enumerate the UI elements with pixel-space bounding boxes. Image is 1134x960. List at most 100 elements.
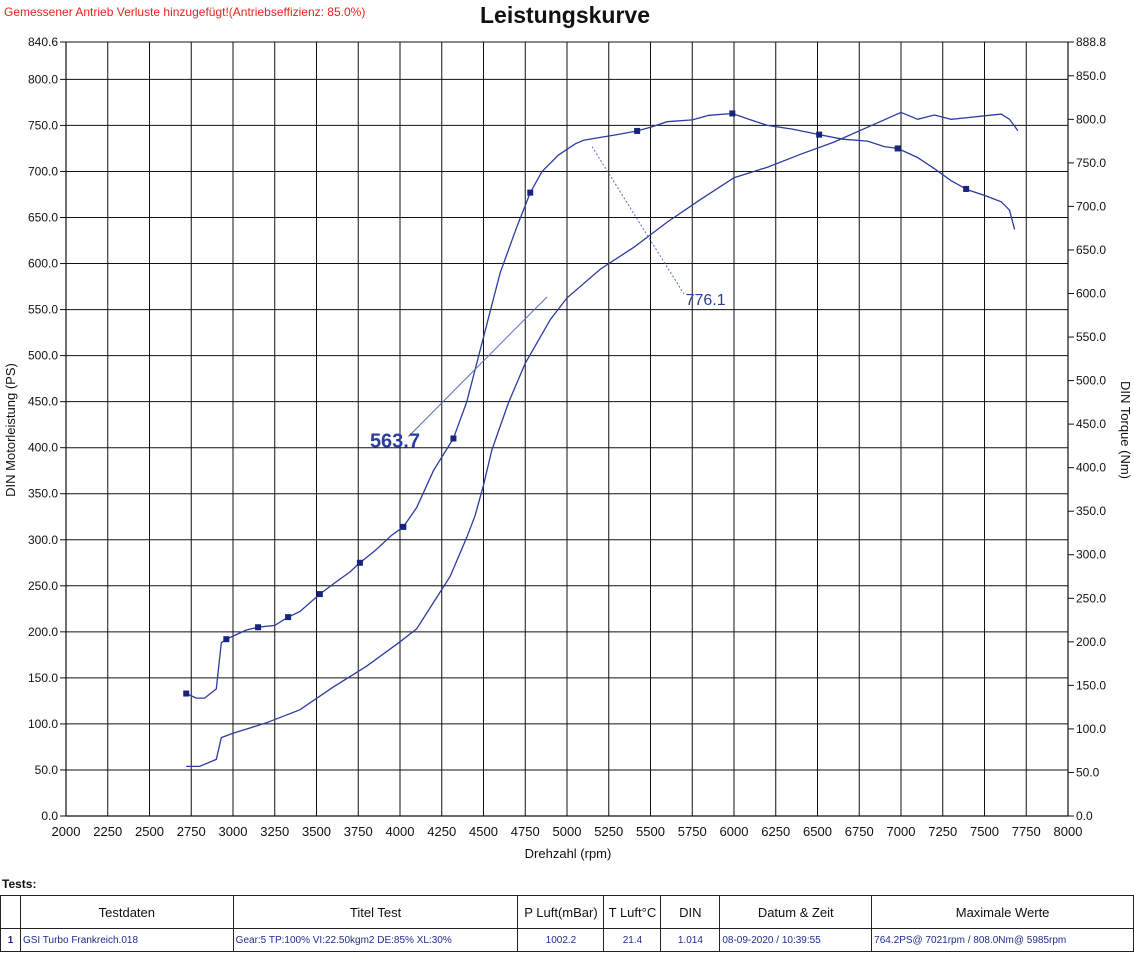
x-tick-label: 5750	[678, 824, 707, 839]
y2-tick-label: 0.0	[1076, 809, 1093, 823]
x-tick-label: 5000	[553, 824, 582, 839]
y2-tick-label: 600.0	[1076, 286, 1106, 300]
y-tick-label: 400.0	[28, 441, 58, 455]
x-tick-label: 2750	[177, 824, 206, 839]
x-tick-label: 3000	[219, 824, 248, 839]
y2-tick-label: 750.0	[1076, 156, 1106, 170]
x-tick-label: 6000	[720, 824, 749, 839]
power-marker	[183, 690, 190, 697]
y2-tick-label: 300.0	[1076, 548, 1106, 562]
power-marker	[729, 110, 736, 117]
cell-titel: Gear:5 TP:100% VI:22.50kgm2 DE:85% XL:30…	[232, 928, 519, 952]
annotation-label: 563.7	[370, 431, 420, 453]
y2-tick-label: 500.0	[1076, 374, 1106, 388]
col-testdaten-header: Testdaten	[19, 895, 234, 929]
y2-tick-label: 888.8	[1076, 35, 1106, 49]
x-tick-label: 6500	[803, 824, 832, 839]
y2-tick-label: 50.0	[1076, 765, 1100, 779]
y2-tick-label: 850.0	[1076, 69, 1106, 83]
y-tick-label: 0.0	[41, 809, 58, 823]
power-marker	[400, 523, 407, 530]
y-tick-label: 840.6	[28, 35, 58, 49]
x-tick-label: 3250	[260, 824, 289, 839]
x-tick-label: 7250	[928, 824, 957, 839]
tick-labels: 2000 2250 2500 2750 3000 3250 3500 3750 4000 4250…	[28, 35, 1106, 839]
axes	[60, 41, 1074, 817]
col-maxwerte-header: Maximale Werte	[871, 895, 1134, 929]
power-marker	[285, 614, 292, 621]
y2-tick-label: 650.0	[1076, 243, 1106, 257]
y-tick-label: 200.0	[28, 625, 58, 639]
y-tick-label: 750.0	[28, 118, 58, 132]
power-line	[185, 112, 1016, 699]
tests-header-row: Testdaten Titel Test P Luft(mBar) T Luft…	[0, 895, 1134, 929]
x-tick-label: 6250	[761, 824, 790, 839]
cell-tluft: 21.4	[603, 928, 662, 952]
y-tick-label: 800.0	[28, 72, 58, 86]
y2-tick-label: 800.0	[1076, 112, 1106, 126]
power-marker	[527, 189, 534, 196]
y2-tick-label: 250.0	[1076, 591, 1106, 605]
x-tick-label: 7500	[970, 824, 999, 839]
power-marker	[450, 435, 457, 442]
y-tick-label: 150.0	[28, 671, 58, 685]
y-tick-label: 300.0	[28, 533, 58, 547]
power-marker	[634, 127, 641, 134]
annotation-leader-power	[407, 296, 548, 437]
y-tick-label: 600.0	[28, 257, 58, 271]
x-tick-label: 5250	[594, 824, 623, 839]
y-tick-label: 700.0	[28, 164, 58, 178]
x-tick-label: 8000	[1054, 824, 1083, 839]
series	[183, 110, 1019, 768]
power-marker	[816, 131, 823, 138]
y-tick-label: 100.0	[28, 717, 58, 731]
x-tick-label: 5500	[636, 824, 665, 839]
y2-axis-label: DIN Torque (Nm)	[1118, 381, 1133, 479]
y2-tick-label: 100.0	[1076, 722, 1106, 736]
cell-din: 1.014	[660, 928, 721, 952]
col-index-header	[0, 895, 21, 929]
tests-label: Tests:	[2, 877, 37, 891]
y-tick-label: 550.0	[28, 303, 58, 317]
x-tick-label: 3500	[302, 824, 331, 839]
tests-table: Testdaten Titel Test P Luft(mBar) T Luft…	[0, 895, 1134, 952]
row-index: 1	[0, 928, 21, 952]
power-marker	[255, 624, 262, 631]
y-tick-label: 500.0	[28, 349, 58, 363]
cell-pluft: 1002.2	[517, 928, 605, 952]
y2-tick-label: 550.0	[1076, 330, 1106, 344]
y2-tick-label: 350.0	[1076, 504, 1106, 518]
chart-title: Leistungskurve	[480, 2, 650, 28]
y-tick-label: 50.0	[35, 763, 59, 777]
x-tick-label: 4500	[469, 824, 498, 839]
y2-tick-label: 150.0	[1076, 678, 1106, 692]
table-row[interactable]: 1 GSI Turbo Frankreich.018 Gear:5 TP:100…	[0, 928, 1134, 952]
torque-line	[186, 111, 1019, 768]
y2-tick-label: 400.0	[1076, 461, 1106, 475]
annotation-leader-torque	[591, 146, 685, 295]
x-tick-label: 4250	[427, 824, 456, 839]
x-tick-label: 4000	[386, 824, 415, 839]
y-tick-label: 650.0	[28, 210, 58, 224]
y-tick-label: 250.0	[28, 579, 58, 593]
annotation-label: 776.1	[686, 292, 726, 309]
power-marker	[963, 185, 970, 192]
y2-tick-label: 200.0	[1076, 635, 1106, 649]
drive-loss-note: Gemessener Antrieb Verluste hinzugefügt!…	[4, 5, 366, 19]
power-marker	[356, 559, 363, 566]
x-tick-label: 6750	[845, 824, 874, 839]
y2-tick-label: 700.0	[1076, 199, 1106, 213]
power-marker	[894, 145, 901, 152]
col-pluft-header: P Luft(mBar)	[517, 895, 605, 929]
x-tick-label: 2250	[93, 824, 122, 839]
cell-maxwerte: 764.2PS@ 7021rpm / 808.0Nm@ 5985rpm	[871, 928, 1134, 952]
power-marker	[223, 636, 230, 643]
x-tick-label: 4750	[511, 824, 540, 839]
col-titel-header: Titel Test	[232, 895, 519, 929]
cell-datum: 08-09-2020 / 10:39:55	[719, 928, 873, 952]
col-din-header: DIN	[660, 895, 721, 929]
x-tick-label: 7750	[1012, 824, 1041, 839]
x-tick-label: 2000	[52, 824, 81, 839]
y2-tick-label: 450.0	[1076, 417, 1106, 431]
annotations: 563.7 776.1	[370, 146, 726, 453]
